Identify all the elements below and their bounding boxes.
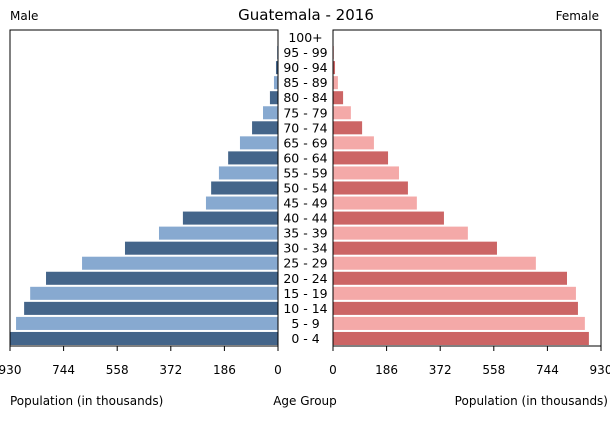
- age-group-label: 30 - 34: [283, 241, 327, 256]
- female-bar: [333, 106, 351, 120]
- male-bar: [82, 256, 279, 270]
- age-group-label: 70 - 74: [283, 120, 327, 135]
- female-bar: [333, 271, 567, 285]
- female-bar: [333, 136, 374, 150]
- male-bar: [205, 196, 278, 210]
- x-axis-label-left: Population (in thousands): [10, 394, 163, 408]
- male-label: Male: [10, 9, 38, 23]
- male-bar: [16, 316, 279, 330]
- female-bar: [333, 61, 336, 75]
- female-bar: [333, 241, 497, 255]
- female-bar: [333, 211, 444, 225]
- male-bar: [30, 286, 278, 300]
- age-group-label: 15 - 19: [283, 286, 327, 301]
- female-bar: [333, 301, 578, 315]
- male-bar: [24, 301, 279, 315]
- chart-title: Guatemala - 2016: [238, 6, 374, 24]
- age-group-label: 100+: [288, 30, 322, 45]
- male-bar: [218, 166, 278, 180]
- male-tick-label: 744: [52, 363, 75, 377]
- age-group-label: 45 - 49: [283, 196, 327, 211]
- male-bar: [228, 151, 278, 165]
- age-group-label: 55 - 59: [283, 165, 327, 180]
- female-bar: [333, 91, 344, 105]
- male-bar: [182, 211, 278, 225]
- age-group-label: 20 - 24: [283, 271, 327, 286]
- x-axis-label-right: Population (in thousands): [455, 394, 608, 408]
- female-bar: [333, 256, 536, 270]
- age-group-label: 85 - 89: [283, 75, 327, 90]
- male-bar: [158, 226, 278, 240]
- male-bar: [252, 121, 278, 135]
- age-group-label: 50 - 54: [283, 181, 327, 196]
- female-bar: [333, 196, 417, 210]
- male-tick-label: 372: [159, 363, 182, 377]
- female-bar: [333, 226, 468, 240]
- male-bar: [46, 271, 279, 285]
- age-group-label: 5 - 9: [291, 316, 319, 331]
- male-tick-label: 930: [0, 363, 21, 377]
- male-bar: [239, 136, 278, 150]
- age-group-label: 0 - 4: [291, 331, 319, 346]
- female-tick-label: 558: [482, 363, 505, 377]
- female-bar: [333, 331, 589, 345]
- male-bar: [269, 91, 278, 105]
- male-plot-frame: [9, 29, 279, 347]
- female-bar: [333, 121, 363, 135]
- male-bar: [124, 241, 278, 255]
- female-bar: [333, 286, 576, 300]
- male-tick-label: 186: [213, 363, 236, 377]
- female-label: Female: [556, 9, 599, 23]
- age-group-label: 35 - 39: [283, 226, 327, 241]
- male-bar: [10, 331, 278, 345]
- female-tick-label: 744: [536, 363, 559, 377]
- female-bar: [333, 166, 399, 180]
- age-group-label: 65 - 69: [283, 135, 327, 150]
- male-tick-label: 0: [274, 363, 282, 377]
- female-tick-label: 372: [429, 363, 452, 377]
- age-group-label: 40 - 44: [283, 211, 327, 226]
- male-bar: [273, 76, 278, 90]
- age-group-label: 95 - 99: [283, 45, 327, 60]
- female-bar: [333, 76, 338, 90]
- age-group-label: 10 - 14: [283, 301, 327, 316]
- male-bar: [263, 106, 278, 120]
- age-group-label: 80 - 84: [283, 90, 327, 105]
- age-group-label: 25 - 29: [283, 256, 327, 271]
- female-tick-label: 0: [329, 363, 337, 377]
- male-tick-label: 558: [106, 363, 129, 377]
- age-group-label: 75 - 79: [283, 105, 327, 120]
- female-tick-label: 186: [375, 363, 398, 377]
- female-plot-frame: [332, 29, 602, 347]
- male-bar: [211, 181, 278, 195]
- female-bar: [333, 151, 389, 165]
- male-bar: [275, 61, 278, 75]
- female-bar: [333, 181, 408, 195]
- female-bar: [333, 316, 585, 330]
- female-tick-label: 930: [590, 363, 610, 377]
- age-group-label: 60 - 64: [283, 150, 327, 165]
- x-axis-label-center: Age Group: [273, 394, 337, 408]
- age-group-label: 90 - 94: [283, 60, 327, 75]
